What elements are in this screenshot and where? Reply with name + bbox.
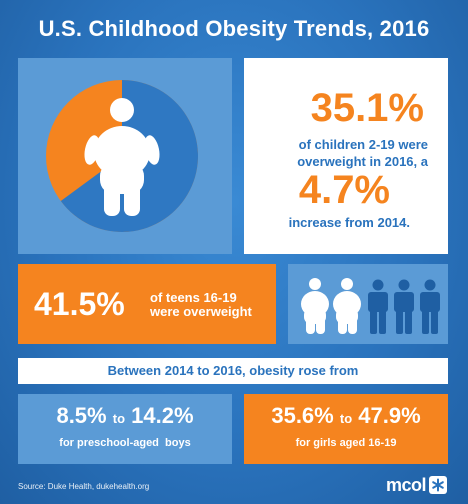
boys-to-word: to: [112, 411, 126, 426]
teens-stat-panel: 41.5% of teens 16-19 were overweight: [18, 264, 276, 344]
pie-panel: [18, 58, 232, 254]
teen-person-icon: [368, 279, 388, 334]
page-title: U.S. Childhood Obesity Trends, 2016: [38, 16, 430, 41]
teen-person-icon: [420, 279, 440, 334]
girls-to-value: 47.9%: [358, 403, 421, 428]
girls-from-value: 35.6%: [271, 403, 334, 428]
teens-label-line-1: of teens 16-19: [150, 290, 237, 305]
children-overweight-text-1: of children 2-19 were: [298, 137, 428, 152]
overweight-teen-icon: [333, 278, 361, 334]
increase-value: 4.7%: [298, 168, 390, 212]
overweight-child-icon: [84, 98, 160, 216]
boys-range: 8.5% to 14.2%: [18, 402, 232, 433]
trend-banner-text: Between 2014 to 2016, obesity rose from: [107, 363, 359, 378]
teen-person-icon: [394, 279, 414, 334]
boys-from-value: 8.5%: [56, 403, 107, 428]
snowflake-icon: [429, 476, 448, 494]
children-stat-panel: 35.1% of children 2-19 were overweight i…: [244, 58, 448, 254]
overweight-teen-icon: [301, 278, 329, 334]
girls-to-word: to: [339, 411, 353, 426]
girls-label: for girls aged 16-19: [295, 437, 397, 449]
boys-trend-panel: 8.5% to 14.2% for preschool-aged boys: [18, 394, 232, 464]
teens-overweight-value: 41.5%: [34, 286, 125, 322]
overweight-pie-chart: [46, 80, 198, 232]
teens-people-icons: [301, 278, 440, 334]
trend-banner: Between 2014 to 2016, obesity rose from: [18, 358, 448, 384]
teens-label-line-2: were overweight: [150, 304, 252, 319]
children-overweight-text-2: overweight in 2016, a: [297, 154, 428, 169]
source-note: Source: Duke Health, dukehealth.org: [18, 482, 150, 491]
teens-people-panel: [288, 264, 448, 344]
logo-text: mcol: [386, 474, 427, 495]
girls-range: 35.6% to 47.9%: [244, 402, 448, 433]
children-overweight-value: 35.1%: [310, 86, 424, 130]
boys-label: for preschool-aged boys: [59, 437, 191, 449]
increase-text: increase from 2014.: [288, 215, 410, 230]
girls-trend-panel: 35.6% to 47.9% for girls aged 16-19: [244, 394, 448, 464]
boys-to-value: 14.2%: [131, 403, 194, 428]
mcol-logo: mcol: [386, 474, 448, 496]
teens-overweight-label: of teens 16-19 were overweight: [150, 291, 270, 319]
